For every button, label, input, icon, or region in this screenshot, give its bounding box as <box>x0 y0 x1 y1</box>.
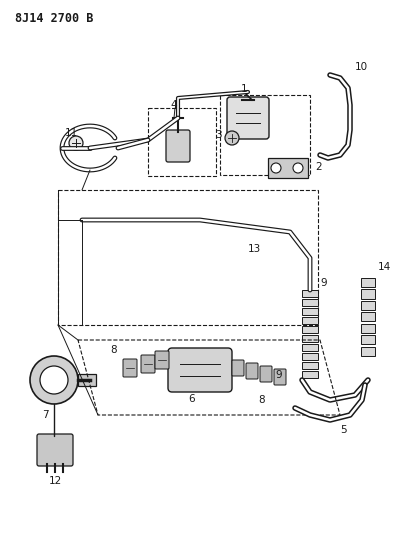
FancyBboxPatch shape <box>166 130 190 162</box>
FancyBboxPatch shape <box>273 369 285 385</box>
Text: 10: 10 <box>354 62 367 72</box>
Bar <box>360 312 374 321</box>
Bar <box>360 278 374 287</box>
Bar <box>360 301 374 310</box>
Bar <box>301 344 317 351</box>
Text: 12: 12 <box>48 476 61 486</box>
Bar <box>58 190 317 325</box>
Text: 14: 14 <box>377 262 390 272</box>
Bar <box>301 317 317 324</box>
FancyBboxPatch shape <box>227 97 268 139</box>
FancyBboxPatch shape <box>259 366 271 382</box>
Bar <box>360 335 374 344</box>
Text: 11: 11 <box>65 128 78 138</box>
Text: 3: 3 <box>215 130 221 140</box>
FancyBboxPatch shape <box>123 359 137 377</box>
Circle shape <box>225 131 239 145</box>
Bar <box>301 371 317 378</box>
Text: 8J14 2700 B: 8J14 2700 B <box>15 12 93 25</box>
Bar <box>301 308 317 315</box>
FancyBboxPatch shape <box>245 363 257 379</box>
FancyBboxPatch shape <box>37 434 73 466</box>
Bar <box>301 299 317 306</box>
Circle shape <box>40 366 68 394</box>
Circle shape <box>30 356 78 404</box>
Text: 9: 9 <box>319 278 326 288</box>
Text: 9: 9 <box>274 370 281 380</box>
Bar <box>301 326 317 333</box>
Circle shape <box>292 163 302 173</box>
Bar <box>267 158 307 178</box>
FancyBboxPatch shape <box>231 360 243 376</box>
FancyBboxPatch shape <box>155 351 168 369</box>
Text: 2: 2 <box>314 162 321 172</box>
Bar <box>301 290 317 297</box>
Text: 13: 13 <box>247 244 261 254</box>
Bar <box>219 95 309 175</box>
Text: 4: 4 <box>170 100 176 110</box>
Circle shape <box>270 163 280 173</box>
FancyBboxPatch shape <box>141 355 155 373</box>
Bar <box>301 353 317 360</box>
FancyBboxPatch shape <box>168 348 231 392</box>
Text: 7: 7 <box>42 410 49 420</box>
Text: 8: 8 <box>110 345 116 355</box>
Bar <box>78 374 96 386</box>
Bar <box>148 108 215 176</box>
Text: 8: 8 <box>257 395 264 405</box>
Text: 5: 5 <box>339 425 346 435</box>
Bar <box>301 335 317 342</box>
Text: 6: 6 <box>188 394 195 404</box>
Text: 1: 1 <box>240 84 247 94</box>
Bar <box>360 346 374 356</box>
Bar <box>360 324 374 333</box>
Bar <box>301 362 317 369</box>
Circle shape <box>69 136 83 150</box>
Bar <box>360 289 374 298</box>
